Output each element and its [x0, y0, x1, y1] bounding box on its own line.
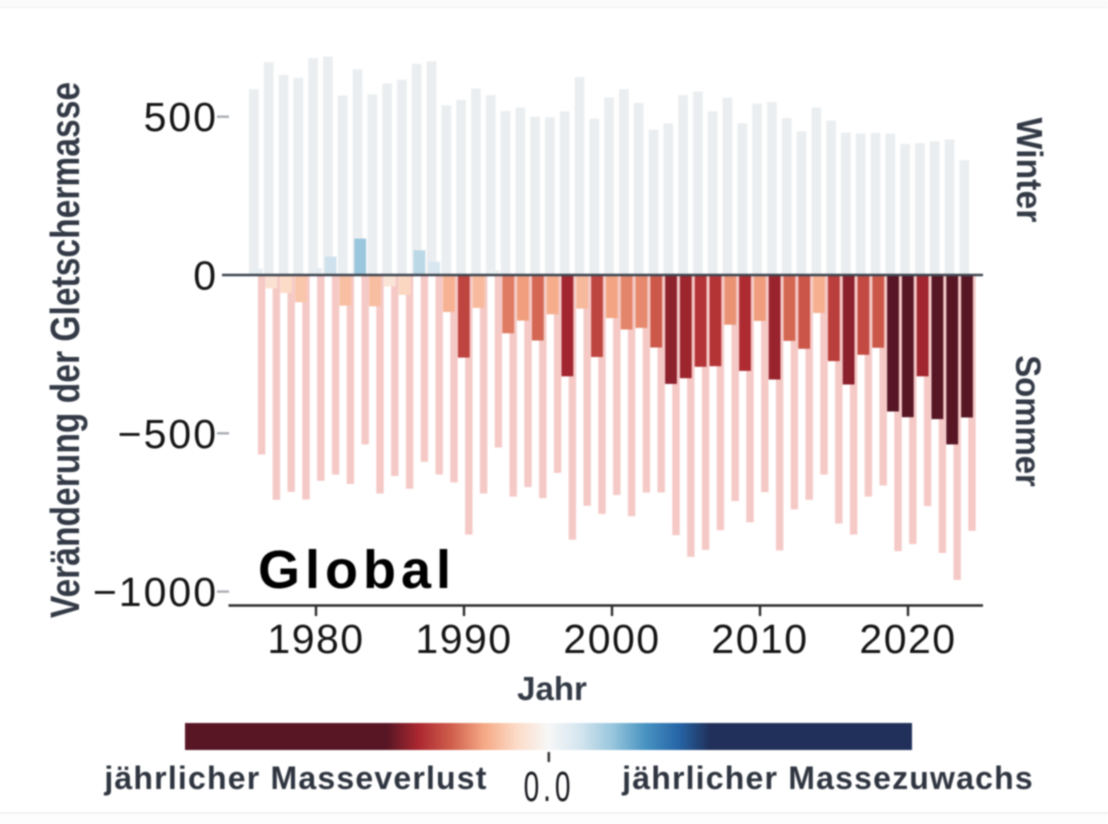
svg-text:500: 500 — [144, 94, 218, 140]
svg-text:Global: Global — [258, 540, 456, 600]
svg-text:0: 0 — [193, 253, 218, 299]
svg-text:−1000: −1000 — [93, 569, 218, 615]
svg-text:2010: 2010 — [711, 616, 808, 662]
svg-text:1990: 1990 — [415, 616, 512, 662]
svg-text:Winter: Winter — [1009, 118, 1049, 223]
svg-text:jährlicher Massezuwachs: jährlicher Massezuwachs — [621, 760, 1034, 796]
svg-text:2020: 2020 — [859, 616, 956, 662]
svg-text:1980: 1980 — [267, 616, 364, 662]
svg-text:jährlicher Masseverlust: jährlicher Masseverlust — [103, 760, 487, 796]
svg-text:Jahr: Jahr — [517, 670, 587, 707]
svg-text:0.0: 0.0 — [524, 762, 575, 810]
svg-text:−500: −500 — [118, 411, 218, 457]
svg-text:2000: 2000 — [563, 616, 660, 662]
svg-text:Sommer: Sommer — [1008, 355, 1047, 487]
svg-text:Veränderung der Gletschermasse: Veränderung der Gletschermasse — [42, 82, 88, 618]
